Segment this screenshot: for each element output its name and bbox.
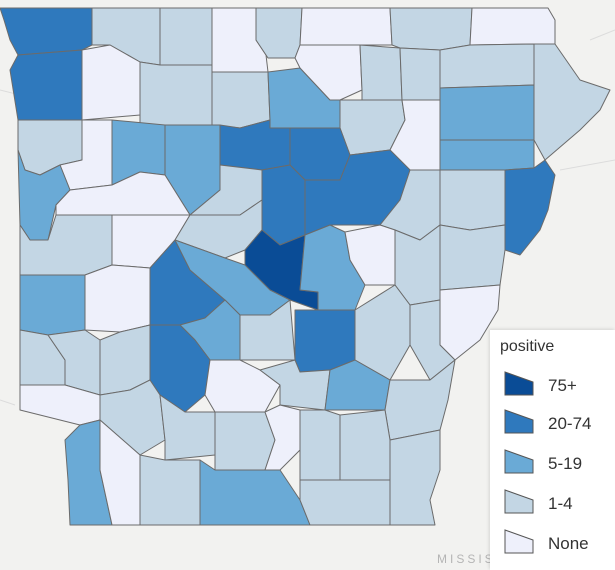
legend-swatch-none — [504, 529, 534, 554]
county-ouachita[interactable] — [214, 411, 276, 471]
county-grant[interactable] — [239, 299, 296, 361]
county-columbia[interactable] — [139, 454, 201, 526]
county-craighead[interactable] — [439, 84, 535, 141]
county-cleburne[interactable] — [289, 127, 351, 181]
basemap-place-label: MISSIS — [437, 552, 496, 566]
county-chicot[interactable] — [389, 429, 441, 526]
legend-item-5-19: 5-19 — [504, 448, 614, 480]
county-drew[interactable] — [339, 409, 391, 481]
county-faulkner[interactable] — [261, 164, 306, 246]
legend-swatch-5-19 — [504, 449, 534, 474]
legend-panel: positive 75+ 20-74 5-19 1-4 None — [490, 330, 615, 570]
county-van-buren[interactable] — [219, 119, 291, 171]
legend-item-none: None — [504, 528, 614, 560]
county-ashley[interactable] — [299, 479, 391, 526]
county-lawrence[interactable] — [399, 47, 441, 101]
county-montgomery[interactable] — [84, 264, 151, 333]
county-union[interactable] — [199, 459, 311, 526]
county-boone[interactable] — [159, 7, 213, 66]
county-clay[interactable] — [469, 7, 556, 46]
county-washington[interactable] — [9, 49, 83, 121]
county-fulton[interactable] — [299, 7, 393, 46]
county-newton[interactable] — [139, 61, 213, 126]
legend-label-none: None — [548, 534, 589, 553]
county-lonoke[interactable] — [299, 224, 366, 311]
county-calhoun[interactable] — [264, 404, 301, 471]
legend-swatch-75-plus — [504, 371, 534, 396]
legend-swatch-20-74 — [504, 409, 534, 434]
legend-label-75-plus: 75+ — [548, 376, 577, 395]
county-poinsett[interactable] — [439, 139, 535, 171]
county-searcy[interactable] — [211, 71, 271, 129]
county-lafayette[interactable] — [99, 419, 141, 526]
county-cross[interactable] — [439, 169, 506, 231]
county-jefferson[interactable] — [294, 309, 356, 373]
county-greene[interactable] — [439, 43, 535, 89]
county-benton[interactable] — [0, 7, 93, 56]
county-bradley[interactable] — [299, 409, 341, 481]
county-polk[interactable] — [19, 274, 86, 336]
legend-label-5-19: 5-19 — [548, 454, 583, 473]
legend-swatch-1-4 — [504, 489, 534, 514]
legend-label-1-4: 1-4 — [548, 494, 573, 513]
legend-item-75-plus: 75+ — [504, 370, 614, 402]
county-mississippi[interactable] — [533, 43, 611, 161]
legend-item-1-4: 1-4 — [504, 488, 614, 520]
county-st-francis[interactable] — [439, 224, 506, 291]
county-sharp[interactable] — [359, 44, 403, 101]
county-dallas[interactable] — [204, 359, 281, 413]
legend-title: positive — [500, 338, 555, 355]
legend-item-20-74: 20-74 — [504, 408, 614, 440]
county-baxter[interactable] — [255, 7, 303, 59]
county-randolph[interactable] — [389, 7, 473, 51]
county-crittenden[interactable] — [504, 159, 556, 256]
legend-label-20-74: 20-74 — [548, 414, 592, 433]
county-desha[interactable] — [384, 359, 456, 441]
